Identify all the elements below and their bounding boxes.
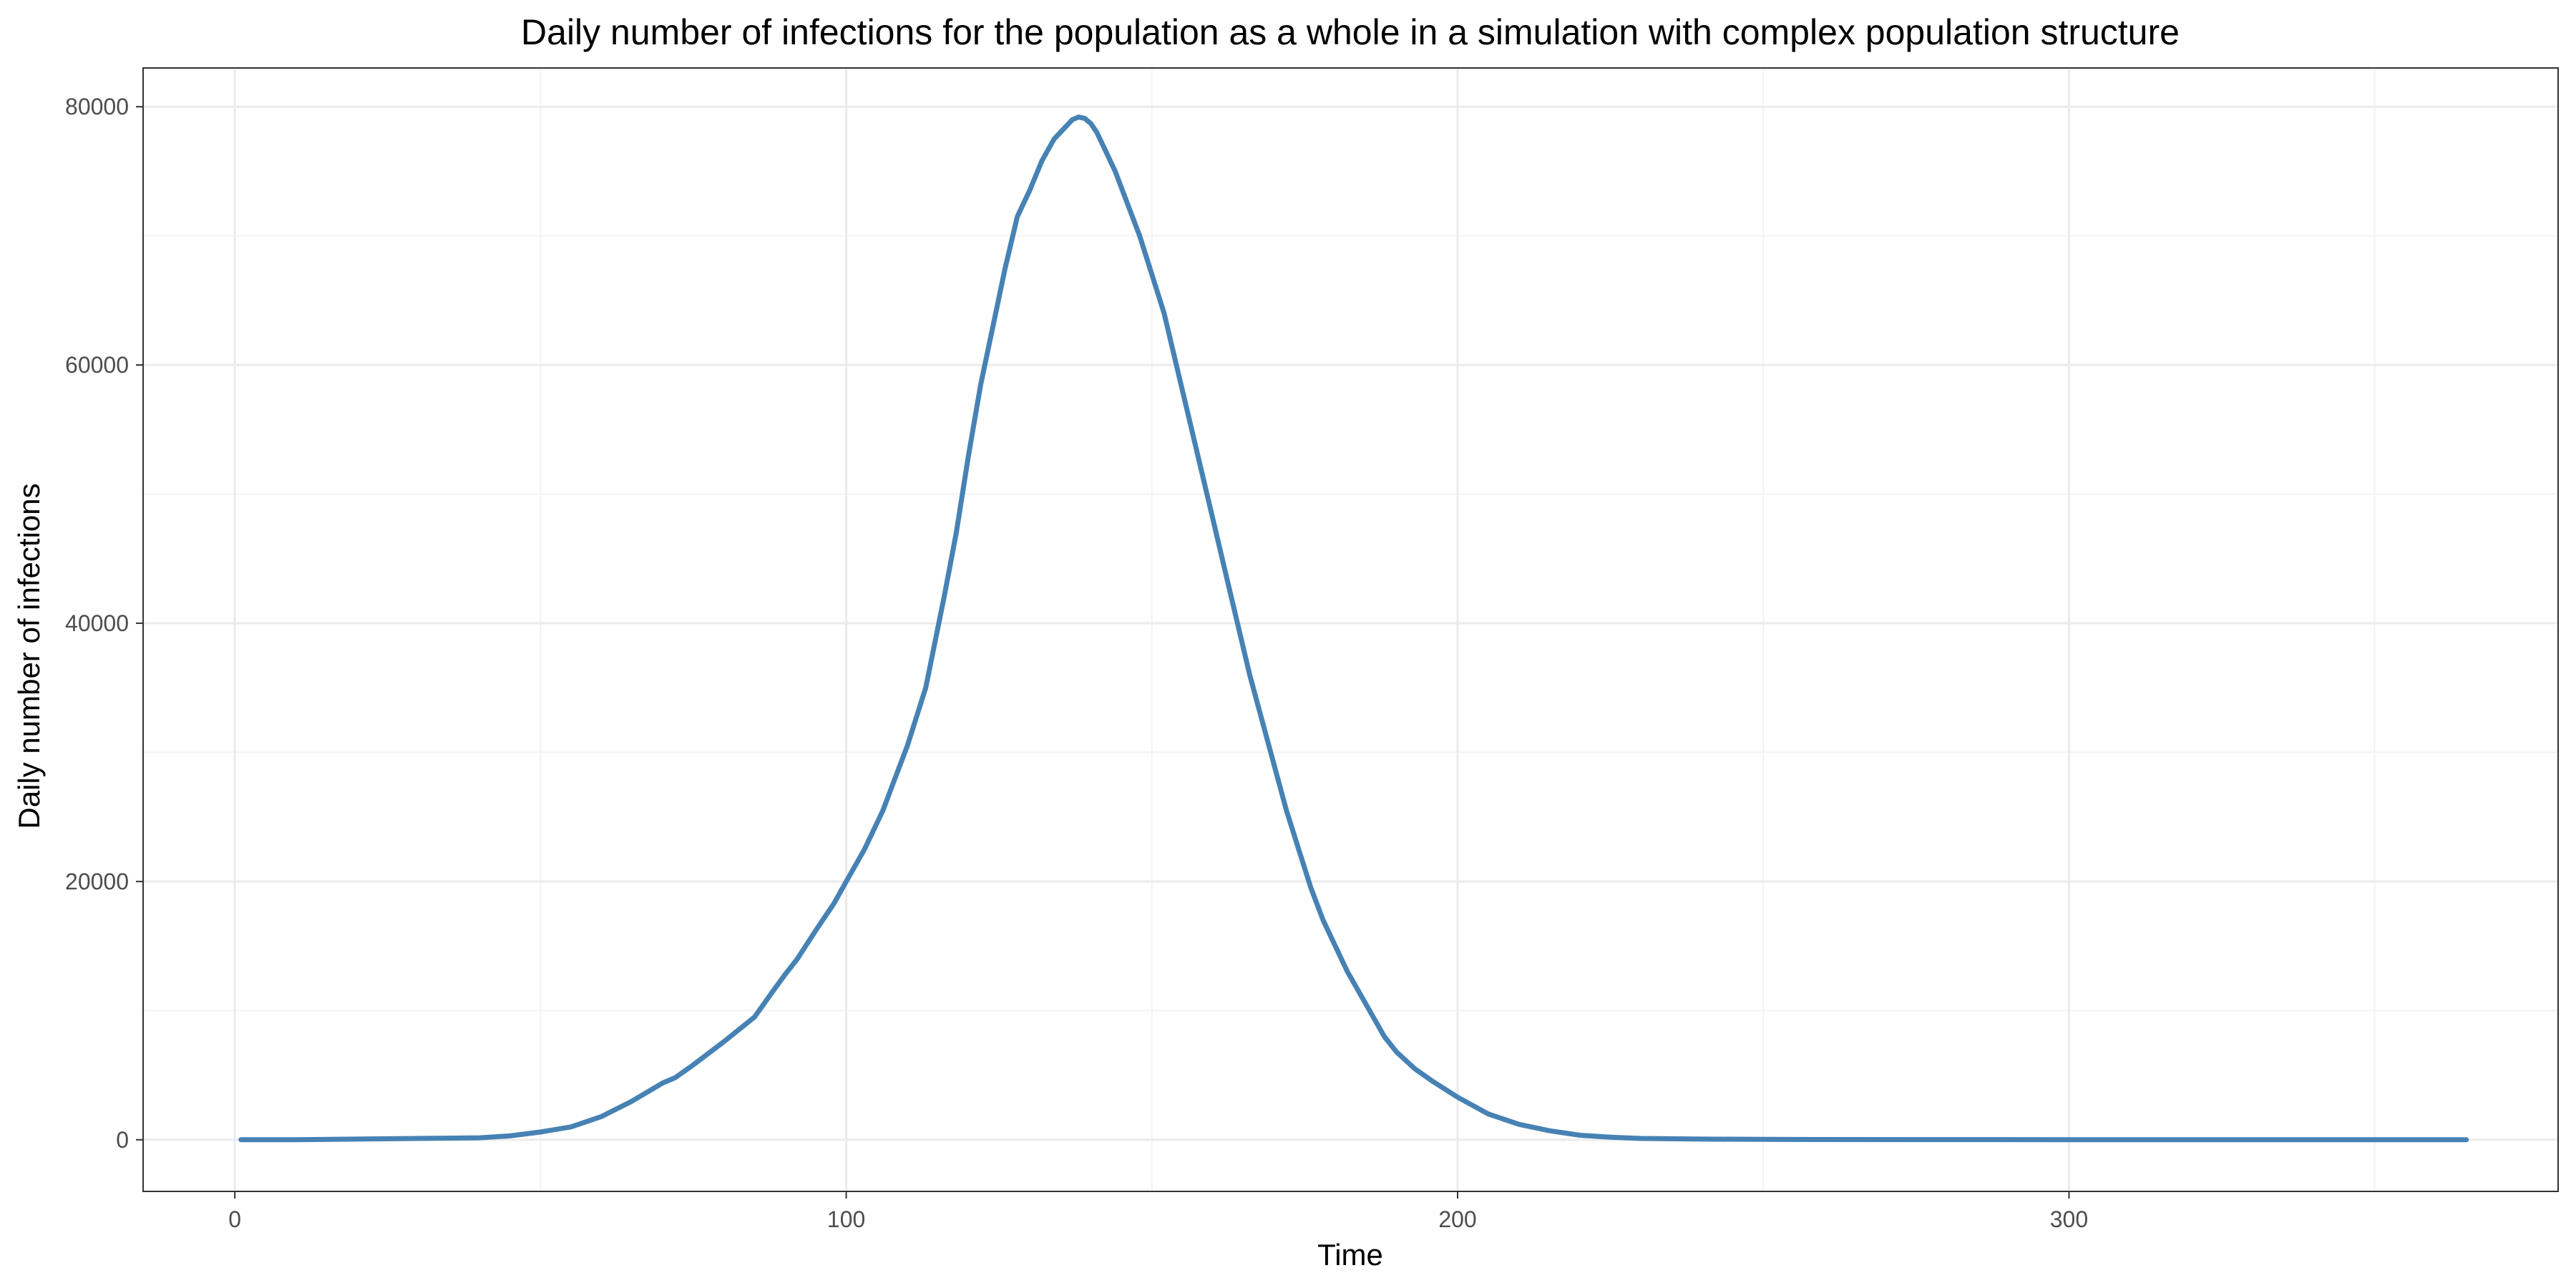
x-tick-label: 0: [228, 1206, 241, 1232]
y-tick-label: 40000: [65, 610, 129, 636]
panel-border: [142, 67, 2559, 1192]
y-axis-title: Daily number of infections: [12, 483, 46, 829]
series-line: [238, 114, 2469, 1143]
y-tick-label: 60000: [65, 352, 129, 378]
x-tick-label: 300: [2050, 1206, 2088, 1232]
x-axis-title: Time: [1317, 1238, 1383, 1272]
y-tick-label: 80000: [65, 94, 129, 119]
x-tick-label: 200: [1438, 1206, 1476, 1232]
tick-layer: 0 100 200 300 0 20000 40000 60000 80000: [65, 94, 2088, 1232]
x-tick-label: 100: [827, 1206, 865, 1232]
y-tick-label: 20000: [65, 869, 129, 894]
series-layer: [238, 114, 2469, 1143]
y-tick-label: 0: [116, 1127, 129, 1153]
chart-title: Daily number of infections for the popul…: [521, 12, 2180, 52]
grid-layer: [143, 68, 2558, 1191]
